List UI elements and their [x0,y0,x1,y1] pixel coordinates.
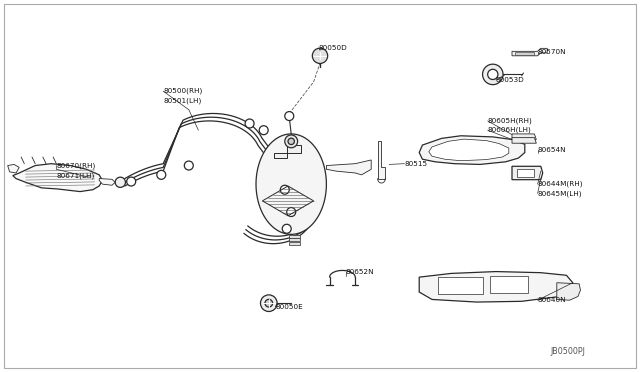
Polygon shape [512,138,536,143]
Circle shape [488,69,498,80]
Circle shape [282,224,291,233]
Text: 80515: 80515 [404,161,428,167]
Text: 80652N: 80652N [346,269,374,275]
Polygon shape [515,52,534,55]
Polygon shape [419,272,573,302]
Circle shape [288,138,294,145]
Circle shape [285,135,298,148]
Circle shape [115,177,125,187]
Polygon shape [429,139,509,161]
Polygon shape [512,48,547,56]
Polygon shape [326,160,371,175]
Text: 80501(LH): 80501(LH) [163,98,202,105]
Polygon shape [378,141,385,179]
Text: 80670(RH): 80670(RH) [56,162,95,169]
Text: 80053D: 80053D [496,77,525,83]
Circle shape [285,112,294,121]
Circle shape [483,64,503,85]
Polygon shape [419,136,525,164]
Polygon shape [438,277,483,294]
Polygon shape [289,242,300,245]
Text: 80654N: 80654N [538,147,566,153]
Polygon shape [557,283,580,300]
Text: 80640N: 80640N [538,297,566,303]
Text: 80050E: 80050E [275,304,303,310]
Text: 80500(RH): 80500(RH) [163,88,202,94]
Circle shape [287,208,296,217]
Polygon shape [517,169,534,177]
Polygon shape [13,164,102,192]
Polygon shape [256,134,326,234]
Polygon shape [512,134,536,140]
Polygon shape [99,179,115,185]
Text: 80644M(RH): 80644M(RH) [538,181,583,187]
Text: 80671(LH): 80671(LH) [56,172,95,179]
Circle shape [260,295,277,311]
Text: 80570N: 80570N [538,49,566,55]
Circle shape [265,299,273,307]
Text: JB0500PJ: JB0500PJ [550,347,585,356]
Circle shape [259,126,268,135]
Circle shape [184,161,193,170]
Circle shape [127,177,136,186]
Circle shape [312,48,328,64]
Text: 80645M(LH): 80645M(LH) [538,190,582,197]
Polygon shape [512,166,543,180]
Polygon shape [490,276,528,293]
Text: 80606H(LH): 80606H(LH) [488,127,531,134]
Circle shape [157,170,166,179]
Polygon shape [274,145,301,158]
Polygon shape [8,164,19,173]
Text: 80050D: 80050D [319,45,348,51]
Circle shape [280,185,289,194]
Polygon shape [289,235,300,238]
Text: 80605H(RH): 80605H(RH) [488,118,532,124]
Circle shape [245,119,254,128]
Polygon shape [289,238,300,241]
